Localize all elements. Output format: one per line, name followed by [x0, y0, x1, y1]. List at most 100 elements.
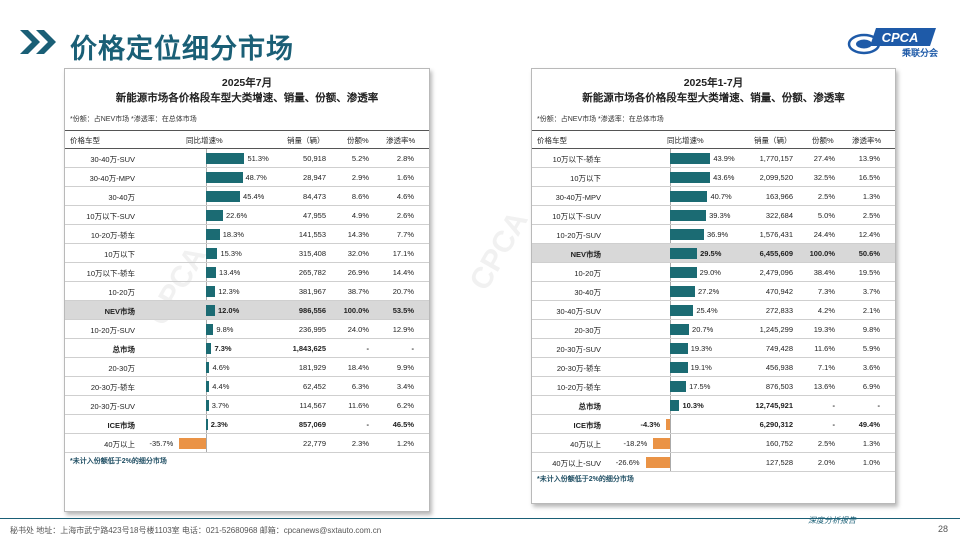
growth-value: 29.0% [699, 268, 721, 277]
penetration-value: 20.7% [392, 287, 414, 296]
growth-bar [670, 400, 680, 411]
table-row: 20-30万-轿车 4.4% 62,452 6.3% 3.4% [65, 377, 429, 396]
footer-address: 秘书处 地址：上海市武宁路423号18号楼1103室 电话：021-526809… [10, 526, 382, 535]
sales-value: 2,479,096 [759, 268, 793, 277]
sales-value: 456,938 [765, 363, 793, 372]
table-row: 20-30万-轿车 19.1% 456,938 7.1% 3.6% [532, 358, 895, 377]
table-row: 10万以下 15.3% 315,408 32.0% 17.1% [65, 244, 429, 263]
panel-subtitle: 新能源市场各价格段车型大类增速、销量、份额、渗透率 [115, 92, 379, 104]
growth-bar [206, 172, 243, 183]
segment-label: 20-30万 [108, 364, 135, 373]
growth-bar [206, 229, 220, 240]
growth-value: 19.1% [690, 363, 712, 372]
col-share: 份额% [812, 136, 834, 145]
table-row: 40万以上 -18.2% 160,752 2.5% 1.3% [532, 434, 895, 453]
growth-bar [206, 248, 218, 259]
growth-bar [670, 191, 708, 202]
table-row: 30-40万-SUV 51.3% 50,918 5.2% 2.8% [65, 149, 429, 168]
penetration-value: 1.6% [396, 173, 414, 182]
penetration-value: - [877, 401, 881, 410]
panel-footnote: *未计入份额低于2%的细分市场 [537, 476, 634, 483]
sales-value: 236,995 [298, 325, 326, 334]
share-value: - [366, 344, 370, 353]
share-value: 2.3% [351, 439, 369, 448]
growth-bar [206, 267, 217, 278]
penetration-value: 9.9% [396, 363, 414, 372]
penetration-value: 1.0% [862, 458, 880, 467]
sales-value: 1,576,431 [759, 230, 793, 239]
share-value: 100.0% [809, 249, 835, 258]
penetration-value: 5.9% [862, 344, 880, 353]
growth-bar [206, 362, 210, 373]
sales-value: 6,455,609 [759, 249, 793, 258]
segment-label: ICE市场 [107, 421, 135, 430]
share-value: 2.5% [817, 192, 835, 201]
col-penetration: 渗透率% [852, 136, 882, 145]
sales-value: 272,833 [765, 306, 793, 315]
panel-note: *份额：占NEV市场 *渗透率：在总体市场 [537, 116, 664, 123]
table-row: 40万以上 -35.7% 22,779 2.3% 1.2% [65, 434, 429, 453]
penetration-value: 2.6% [396, 211, 414, 220]
segment-label: 20-30万-SUV [556, 345, 601, 354]
segment-label: 30-40万-MPV [89, 174, 135, 183]
growth-value: 15.3% [220, 249, 242, 258]
growth-value: 43.6% [713, 173, 735, 182]
penetration-value: 17.1% [392, 249, 414, 258]
segment-label: 10万以下-轿车 [552, 155, 601, 164]
penetration-value: 12.4% [858, 230, 880, 239]
segment-label: NEV市场 [570, 250, 601, 259]
table-row: 30-40万 27.2% 470,942 7.3% 3.7% [532, 282, 895, 301]
cpca-logo-icon: CPCA [847, 28, 936, 55]
sales-value: 28,947 [303, 173, 326, 182]
penetration-value: 9.8% [862, 325, 880, 334]
share-value: 38.7% [347, 287, 369, 296]
segment-label: 10-20万 [108, 288, 135, 297]
growth-value: 17.5% [689, 382, 711, 391]
sales-value: 315,408 [298, 249, 326, 258]
sales-value: 381,967 [298, 287, 326, 296]
segment-label: 10万以下 [104, 250, 135, 259]
growth-bar [645, 457, 670, 468]
growth-value: 29.5% [700, 249, 722, 258]
share-value: 4.2% [817, 306, 835, 315]
segment-label: 20-30万-轿车 [556, 364, 601, 373]
sales-value: 84,473 [303, 192, 326, 201]
sales-value: 1,770,157 [759, 154, 793, 163]
col-growth: 同比增速% [186, 136, 223, 145]
share-value: 2.5% [817, 439, 835, 448]
growth-value: 3.7% [211, 401, 229, 410]
segment-label: 20-30万 [574, 326, 601, 335]
segment-label: 总市场 [112, 345, 136, 354]
table-row: 30-40万-SUV 25.4% 272,833 4.2% 2.1% [532, 301, 895, 320]
share-value: 13.6% [813, 382, 835, 391]
table-row: 10-20万 29.0% 2,479,096 38.4% 19.5% [532, 263, 895, 282]
sales-value: 2,099,520 [759, 173, 793, 182]
growth-bar [670, 248, 698, 259]
table-row: ICE市场 -4.3% 6,290,312 - 49.4% [532, 415, 895, 434]
table-row: 20-30万 4.6% 181,929 18.4% 9.9% [65, 358, 429, 377]
share-value: 6.3% [351, 382, 369, 391]
sales-value: 749,428 [765, 344, 793, 353]
share-value: 14.3% [347, 230, 369, 239]
growth-bar [206, 343, 212, 354]
share-value: 2.9% [351, 173, 369, 182]
table-row: 30-40万-MPV 48.7% 28,947 2.9% 1.6% [65, 168, 429, 187]
penetration-value: 14.4% [392, 268, 414, 277]
table-header: 价格车型 同比增速% 销量（辆） 份额% 渗透率% [532, 130, 895, 149]
growth-bar [206, 419, 208, 430]
col-segment: 价格车型 [537, 136, 567, 145]
table-row: 总市场 10.3% 12,745,921 - - [532, 396, 895, 415]
table-row: 30-40万 45.4% 84,473 8.6% 4.6% [65, 187, 429, 206]
sales-value: 857,069 [298, 420, 326, 429]
col-growth: 同比增速% [667, 136, 704, 145]
growth-value: 4.6% [212, 363, 230, 372]
table-row: 40万以上-SUV -26.6% 127,528 2.0% 1.0% [532, 453, 895, 472]
penetration-value: 19.5% [858, 268, 880, 277]
growth-value: -18.2% [623, 439, 648, 448]
right-table-panel: CPCA 2025年1-7月 新能源市场各价格段车型大类增速、销量、份额、渗透率… [464, 68, 896, 504]
growth-value: 43.9% [713, 154, 735, 163]
table-row: ICE市场 2.3% 857,069 - 46.5% [65, 415, 429, 434]
col-share: 份额% [347, 136, 369, 145]
sales-value: 163,966 [765, 192, 793, 201]
segment-label: 10-20万-轿车 [90, 231, 135, 240]
